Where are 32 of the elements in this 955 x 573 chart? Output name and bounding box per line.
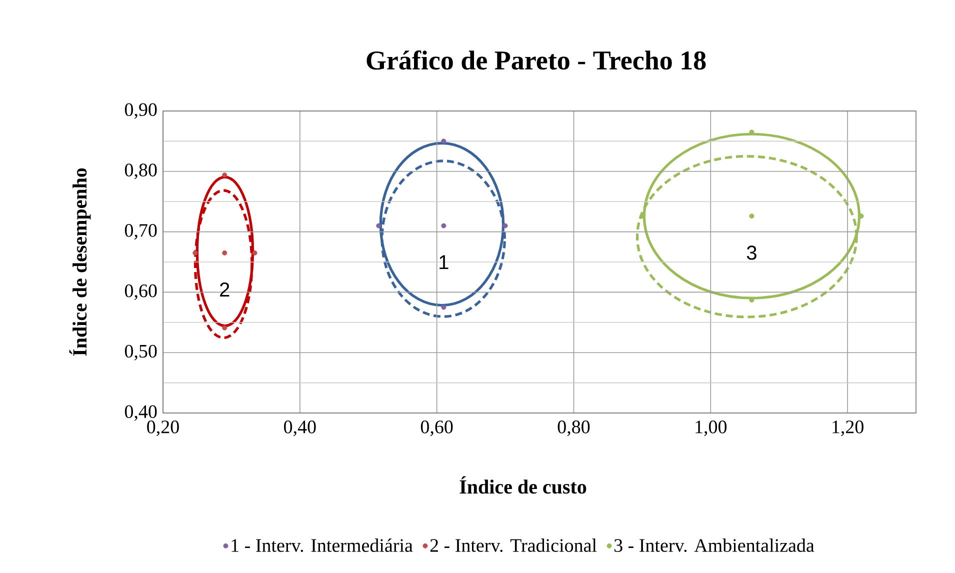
x-tick-label: 0,80 (558, 420, 590, 436)
legend-label: 2 - Interv. Tradicional (430, 538, 597, 552)
x-tick-label: 1,20 (832, 420, 864, 436)
point (502, 223, 508, 228)
point (222, 325, 228, 330)
x-tick-label: 0,60 (420, 420, 453, 436)
point (252, 250, 258, 256)
y-axis-title: Índice de desempenho (69, 168, 91, 356)
point (222, 172, 228, 178)
annotation: 2 (220, 282, 230, 296)
y-tick-label: 0,70 (124, 224, 157, 240)
x-tick-label: 0,40 (284, 420, 316, 436)
annotation: 1 (440, 255, 448, 270)
y-tick-label: 0,40 (124, 405, 157, 421)
y-tick-label: 0,60 (124, 284, 157, 300)
point (441, 223, 446, 228)
point (222, 250, 228, 256)
legend-label: 1 - Interv. Intermediária (232, 538, 413, 552)
x-tick-label: 1,00 (696, 420, 727, 436)
point (441, 138, 446, 144)
annotation: 3 (746, 246, 756, 260)
point (441, 304, 446, 310)
point (376, 223, 382, 228)
y-tick-label: 0,80 (124, 164, 157, 180)
x-axis-title: Índice de custo (460, 476, 586, 494)
y-tick-label: 0,90 (124, 103, 157, 119)
point (749, 214, 754, 219)
chart-title: Gráfico de Pareto - Trecho 18 (366, 50, 706, 70)
point (192, 250, 198, 256)
x-tick-label: 0,20 (147, 420, 179, 436)
y-tick-label: 0,50 (124, 344, 157, 360)
legend-label: 3 - Interv. Ambientalizada (614, 538, 814, 552)
